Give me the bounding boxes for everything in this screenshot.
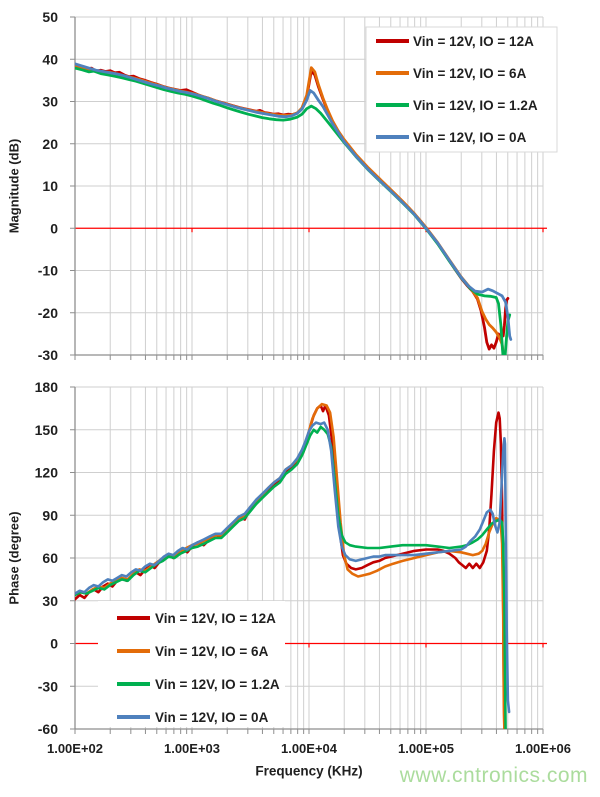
legend-label: Vin = 12V, IO = 0A <box>155 710 269 725</box>
y-tick-label: 40 <box>42 51 58 67</box>
y-tick-label: -30 <box>38 678 58 694</box>
x-tick-label: 1.00E+06 <box>515 741 571 756</box>
y-tick-label: 60 <box>42 550 58 566</box>
y-tick-label: 0 <box>50 636 58 652</box>
y-tick-label: 50 <box>42 9 58 25</box>
series-line-3 <box>75 62 513 341</box>
y-tick-label: 180 <box>35 379 59 395</box>
legend-box <box>365 26 558 153</box>
legend-label: Vin = 12V, IO = 1.2A <box>155 677 280 692</box>
y-tick-label: 20 <box>42 136 58 152</box>
magnitude-axis-title: Magnitude (dB) <box>6 138 22 234</box>
series-line-2 <box>75 425 507 729</box>
y-tick-label: 30 <box>42 593 58 609</box>
y-tick-label: 10 <box>42 178 58 194</box>
legend-label: Vin = 12V, IO = 0A <box>413 130 527 145</box>
x-tick-label: 1.00E+02 <box>47 741 103 756</box>
y-tick-label: 30 <box>42 94 58 110</box>
series-group-0 <box>75 62 513 355</box>
phase-axis-title: Phase (degree) <box>6 511 22 605</box>
legend-box <box>98 601 285 727</box>
series-line-2 <box>75 66 512 355</box>
legend-label: Vin = 12V, IO = 12A <box>155 611 276 626</box>
x-tick-label: 1.00E+03 <box>164 741 220 756</box>
y-tick-label: -60 <box>38 721 58 737</box>
y-tick-label: -10 <box>38 263 58 279</box>
legend-label: Vin = 12V, IO = 1.2A <box>413 98 538 113</box>
legend-label: Vin = 12V, IO = 6A <box>155 644 269 659</box>
y-tick-label: -30 <box>38 347 58 363</box>
legend-label: Vin = 12V, IO = 6A <box>413 66 527 81</box>
y-tick-label: 90 <box>42 507 58 523</box>
y-tick-label: 0 <box>50 220 58 236</box>
frequency-axis-title: Frequency (KHz) <box>255 763 363 779</box>
watermark: www.cntronics.com <box>399 764 588 787</box>
y-tick-label: -20 <box>38 305 58 321</box>
legend-label: Vin = 12V, IO = 12A <box>413 34 534 49</box>
series-group-1 <box>75 402 511 729</box>
series-line-3 <box>75 421 511 714</box>
y-tick-label: 120 <box>35 465 59 481</box>
x-tick-label: 1.00E+05 <box>398 741 454 756</box>
x-tick-label: 1.00E+04 <box>281 741 338 756</box>
y-tick-label: 150 <box>35 422 59 438</box>
